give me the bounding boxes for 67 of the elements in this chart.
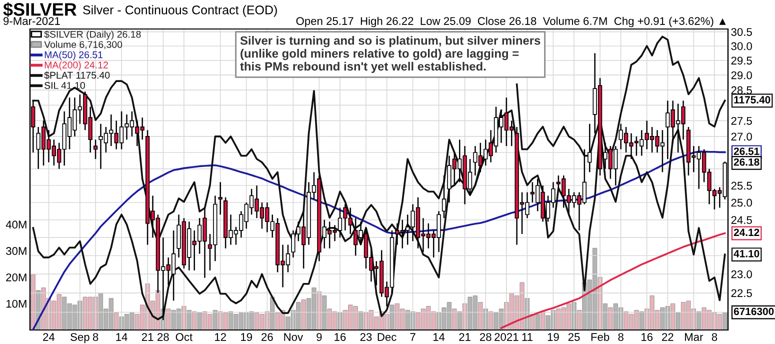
- x-tick-label: 14: [116, 333, 128, 341]
- x-tick-label: 11: [522, 333, 532, 341]
- legend-label: Volume 6,716,300: [44, 40, 122, 50]
- y-tick-label: 24.5: [731, 216, 752, 224]
- x-tick-label: 24: [43, 333, 55, 341]
- candlestick: [218, 182, 222, 216]
- x-tick-label: 9: [316, 333, 322, 341]
- y-tick-label: 27.0: [731, 132, 752, 141]
- y-tick-label: 23.0: [731, 270, 752, 278]
- candlestick: [588, 123, 592, 173]
- y-tick-label: 25.5: [731, 182, 752, 190]
- candlestick: [442, 174, 446, 219]
- y2-tick-label: 20M: [6, 273, 26, 282]
- y-tick-label: 29.5: [731, 56, 752, 65]
- annotation: Silver is turning and so is platinum, but silver miners (unlike gold miners relative to gold) are lagging = this PMs rebound isn't yet well established.: [240, 36, 540, 73]
- x-tick-label: 12: [215, 333, 226, 341]
- y-tick-label: 22.5: [731, 289, 752, 298]
- x-tick-label: 19: [548, 333, 559, 341]
- y2-tick-label: 10M: [6, 300, 26, 308]
- text: MA(200) 24.12: [44, 61, 108, 70]
- text: 6716300: [734, 308, 774, 316]
- x-tick-label: Oct: [176, 333, 193, 341]
- x-tick-label: 16: [642, 333, 653, 341]
- x-tick-label: Nov: [284, 333, 304, 341]
- y2-tick-label: 30M: [6, 247, 26, 255]
- text: 26.18: [734, 158, 760, 166]
- x-tick-label: 22: [662, 333, 674, 341]
- x-tick-label: 14: [433, 333, 445, 341]
- text: 9-Mar-2021: [4, 17, 60, 25]
- y-tick-label: 29.0: [731, 71, 752, 80]
- x-tick-label: 8: [712, 333, 718, 341]
- x-tick-label: 25: [568, 333, 580, 341]
- series-label: $PLAT 1175.40: [44, 71, 110, 80]
- x-tick-label: Feb: [591, 332, 610, 341]
- candlestick: [93, 139, 98, 160]
- chart-title: $SILVER: [3, 2, 77, 18]
- x-tick-label: Sep: [70, 333, 90, 344]
- x-tick-label: 28: [480, 333, 492, 341]
- text: 24.12: [734, 228, 760, 236]
- x-tick-label: Dec: [378, 333, 396, 341]
- text: 1175.40: [734, 96, 770, 104]
- y-tick-label: 30.0: [731, 42, 752, 50]
- x-tick-label: 16: [334, 333, 346, 341]
- line-series: [32, 150, 726, 330]
- x-tick-label: 28: [158, 333, 169, 341]
- y-tick-label: 30.5: [731, 28, 752, 36]
- x-tick-label: 21: [142, 333, 154, 341]
- x-tick-label: 2021: [494, 333, 518, 341]
- chart-subtitle: Silver - Continuous Contract (EOD): [83, 5, 277, 17]
- line-series: [500, 232, 726, 329]
- x-tick-label: 21: [459, 333, 470, 341]
- x-tick-label: 8: [92, 333, 98, 341]
- x-tick-label: 7: [410, 333, 416, 341]
- y-tick-label: 27.5: [731, 116, 752, 125]
- x-tick-label: 19: [241, 333, 252, 341]
- x-tick-label: 23: [360, 333, 372, 341]
- text: MA(50) 26.51: [44, 51, 103, 60]
- text: 26.51: [734, 148, 760, 155]
- legend-label: $SILVER (Daily) 26.18: [44, 30, 141, 40]
- x-tick-label: 26: [262, 333, 273, 341]
- y2-tick-label: 40M: [6, 220, 26, 229]
- y-tick-label: 25.0: [731, 198, 752, 207]
- y-tick-label: 28.5: [731, 86, 752, 94]
- x-tick-label: 8: [618, 333, 624, 341]
- x-tick-label: Mar: [685, 333, 704, 341]
- text: 41.10: [734, 250, 760, 258]
- text: Open 25.17 High 26.22 Low 25.09 Close 26.18 Volume 6.7M Chg +0.91 (+3.62%) ▲: [296, 16, 726, 28]
